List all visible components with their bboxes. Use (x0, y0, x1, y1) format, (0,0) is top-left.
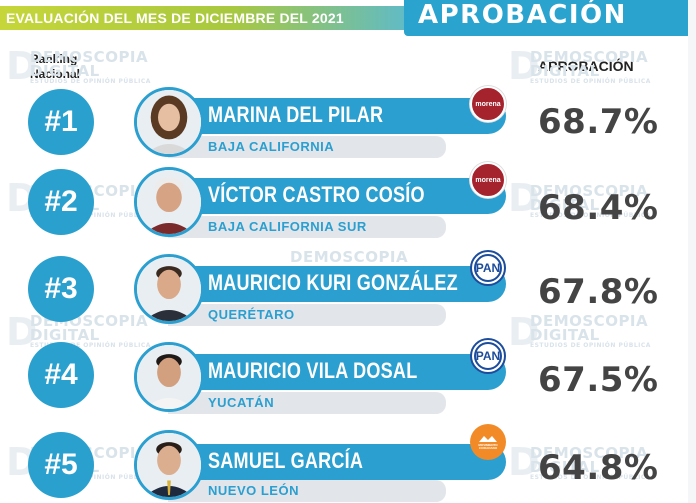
watermark: DEMOSCOPIA (290, 248, 409, 266)
governor-photo (134, 87, 204, 157)
governor-name: VÍCTOR CASTRO COSÍO (208, 182, 425, 207)
state-bar: QUERÉTARO (168, 304, 446, 326)
name-bar: MAURICIO VILA DOSAL (168, 354, 506, 390)
governor-name: MARINA DEL PILAR (208, 102, 384, 127)
party-logo-morena-icon: morena (470, 86, 506, 122)
party-logo-pan-icon: PAN (470, 338, 506, 374)
governor-photo (134, 167, 204, 237)
name-bar: VÍCTOR CASTRO COSÍO (168, 178, 506, 214)
state-bar: YUCATÁN (168, 392, 446, 414)
state-name: YUCATÁN (208, 395, 275, 410)
header-subtitle: EVALUACIÓN DEL MES DE DICIEMBRE DEL 2021 (6, 10, 344, 26)
approval-value: 64.8% (538, 448, 659, 488)
watermark-logo-icon: D (508, 176, 540, 220)
approval-value: 68.4% (538, 188, 659, 228)
rank-badge: #3 (28, 256, 94, 322)
state-name: NUEVO LEÓN (208, 483, 299, 498)
ranking-row-3: #3 MAURICIO KURI GONZÁLEZ QUERÉTARO PAN … (0, 246, 696, 330)
watermark-logo-icon: D (508, 440, 540, 484)
party-logo-movimiento-ciudadano-icon: MOVIMIENTO CIUDADANO (470, 424, 506, 460)
governor-photo (134, 254, 204, 324)
rank-badge: #5 (28, 432, 94, 498)
approval-value: 68.7% (538, 102, 659, 142)
approval-value: 67.5% (538, 360, 659, 400)
governor-photo (134, 342, 204, 412)
state-name: BAJA CALIFORNIA SUR (208, 219, 367, 234)
ranking-row-2: #2 VÍCTOR CASTRO COSÍO BAJA CALIFORNIA S… (0, 160, 696, 244)
ranking-row-5: #5 SAMUEL GARCÍA NUEVO LEÓN MOVIMIENTO C… (0, 420, 696, 503)
watermark-logo-icon: D (508, 310, 540, 354)
state-name: QUERÉTARO (208, 307, 295, 322)
header-title-box: APROBACIÓN (404, 0, 696, 36)
state-bar: NUEVO LEÓN (168, 480, 446, 502)
header-title: APROBACIÓN (418, 0, 627, 30)
state-bar: BAJA CALIFORNIA (168, 136, 446, 158)
name-bar: MARINA DEL PILAR (168, 98, 506, 134)
governor-name: MAURICIO KURI GONZÁLEZ (208, 270, 458, 295)
header-subtitle-bar: EVALUACIÓN DEL MES DE DICIEMBRE DEL 2021 (0, 6, 420, 30)
party-logo-pan-icon: PAN (470, 250, 506, 286)
watermark-logo-icon: D (6, 310, 38, 354)
watermark-logo-icon: D (6, 44, 38, 88)
governor-name: SAMUEL GARCÍA (208, 448, 364, 473)
name-bar: MAURICIO KURI GONZÁLEZ (168, 266, 506, 302)
state-bar: BAJA CALIFORNIA SUR (168, 216, 446, 238)
rank-badge: #1 (28, 89, 94, 155)
watermark-logo-icon: D (508, 44, 540, 88)
ranking-row-4: #4 MAURICIO VILA DOSAL YUCATÁN PAN 67.5% (0, 334, 696, 418)
governor-name: MAURICIO VILA DOSAL (208, 358, 418, 383)
approval-value: 67.8% (538, 272, 659, 312)
approval-column-label: APROBACIÓN (538, 58, 634, 74)
ranking-label: Ranking Nacional (30, 52, 81, 81)
header-banner: EVALUACIÓN DEL MES DE DICIEMBRE DEL 2021… (0, 0, 696, 40)
name-bar: SAMUEL GARCÍA (168, 444, 506, 480)
right-edge-strip (688, 0, 696, 503)
state-name: BAJA CALIFORNIA (208, 139, 335, 154)
governor-photo (134, 430, 204, 500)
rank-badge: #4 (28, 342, 94, 408)
rank-badge: #2 (28, 169, 94, 235)
ranking-row-1: #1 MARINA DEL PILAR BAJA CALIFORNIA more… (0, 84, 696, 168)
party-logo-morena-icon: morena (470, 162, 506, 198)
